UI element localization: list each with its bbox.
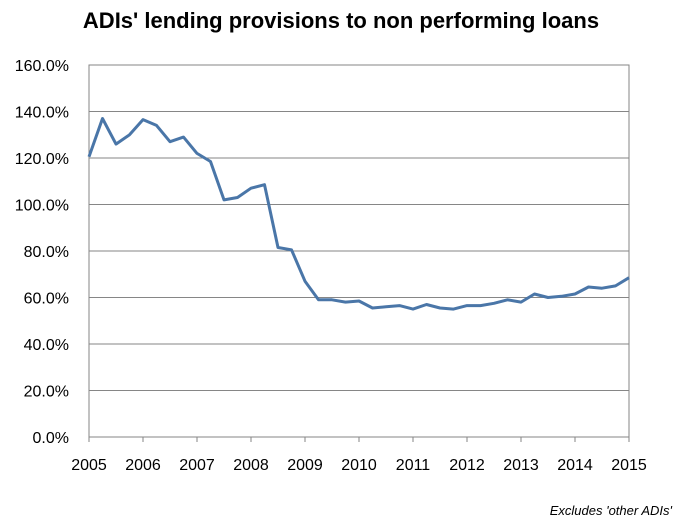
y-tick-label: 140.0% bbox=[15, 105, 69, 122]
y-tick-label: 40.0% bbox=[24, 337, 69, 354]
x-axis-tick-labels: 2005 2006 2007 2008 2009 2010 2011 2012 2013 2014… bbox=[71, 437, 647, 474]
gridlines bbox=[89, 64, 629, 438]
x-tick-label: 2015 bbox=[611, 457, 647, 474]
y-tick-label: 60.0% bbox=[24, 291, 69, 308]
x-tick-label: 2006 bbox=[125, 457, 161, 474]
chart-title: ADIs' lending provisions to non performi… bbox=[82, 8, 600, 33]
y-tick-label: 160.0% bbox=[15, 58, 69, 75]
y-tick-label: 80.0% bbox=[24, 244, 69, 261]
x-tick-label: 2012 bbox=[449, 457, 485, 474]
x-tick-label: 2011 bbox=[396, 457, 431, 474]
x-tick-label: 2009 bbox=[287, 457, 323, 474]
x-tick-label: 2014 bbox=[557, 457, 593, 474]
x-tick-label: 2013 bbox=[503, 457, 539, 474]
y-axis-tick-labels: 0.0% 20.0% 40.0% 60.0% 80.0% 100.0% 120.0% 140.… bbox=[15, 58, 69, 447]
series-group bbox=[87, 117, 630, 311]
y-tick-label: 20.0% bbox=[24, 384, 69, 401]
chart-note: Excludes 'other ADIs' bbox=[549, 503, 672, 518]
x-tick-label: 2008 bbox=[233, 457, 269, 474]
y-tick-label: 120.0% bbox=[15, 151, 69, 168]
x-tick-label: 2005 bbox=[71, 457, 107, 474]
x-tick-label: 2007 bbox=[179, 457, 215, 474]
y-tick-label: 100.0% bbox=[15, 198, 69, 215]
y-tick-label: 0.0% bbox=[33, 430, 69, 447]
x-tick-label: 2010 bbox=[341, 457, 377, 474]
series-line bbox=[87, 117, 630, 311]
